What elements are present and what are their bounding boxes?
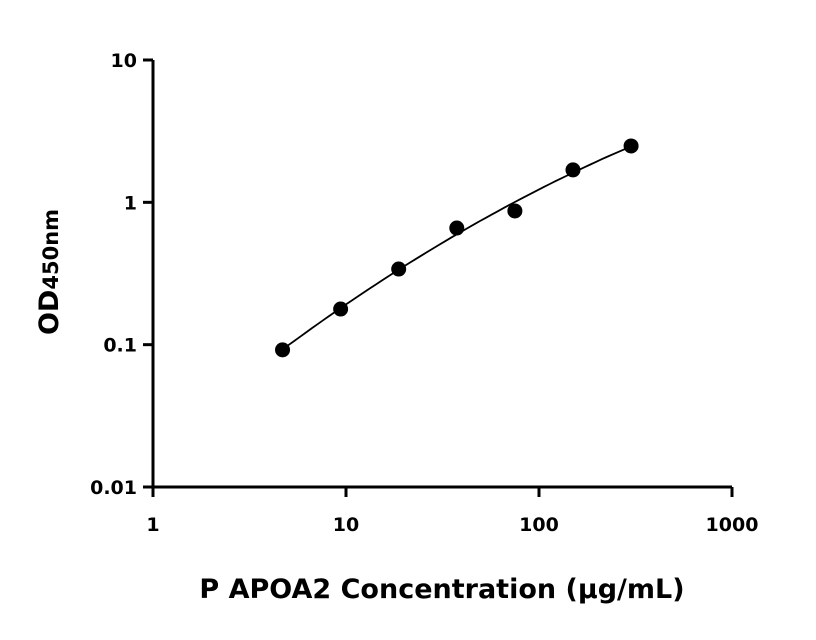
data-point xyxy=(623,138,639,154)
x-tick-label: 1 xyxy=(146,514,159,536)
y-tick-label: 1 xyxy=(124,192,137,214)
fit-curve xyxy=(281,145,632,351)
x-axis-label: P APOA2 Concentration (µg/mL) xyxy=(199,574,684,605)
axes: 1 10 100 1000 0.01 0.1 1 10 xyxy=(90,50,758,536)
data-point xyxy=(275,342,291,358)
y-tick-label: 10 xyxy=(111,50,137,72)
y-tick-label: 0.01 xyxy=(90,477,137,499)
data-point xyxy=(333,301,349,317)
data-points xyxy=(275,138,639,358)
x-tick-label: 10 xyxy=(333,514,359,536)
y-axis-label-main: OD xyxy=(34,290,65,335)
x-tick-label: 1000 xyxy=(706,514,759,536)
fit-curve-group xyxy=(281,145,632,351)
data-point xyxy=(565,162,581,178)
data-point xyxy=(391,261,407,277)
y-axis-label-sub: 450nm xyxy=(39,209,63,290)
y-tick-label: 0.1 xyxy=(103,335,137,357)
x-tick-label: 100 xyxy=(519,514,559,536)
data-point xyxy=(449,220,465,236)
data-point xyxy=(507,203,523,219)
y-axis-label: OD450nm xyxy=(34,209,65,335)
